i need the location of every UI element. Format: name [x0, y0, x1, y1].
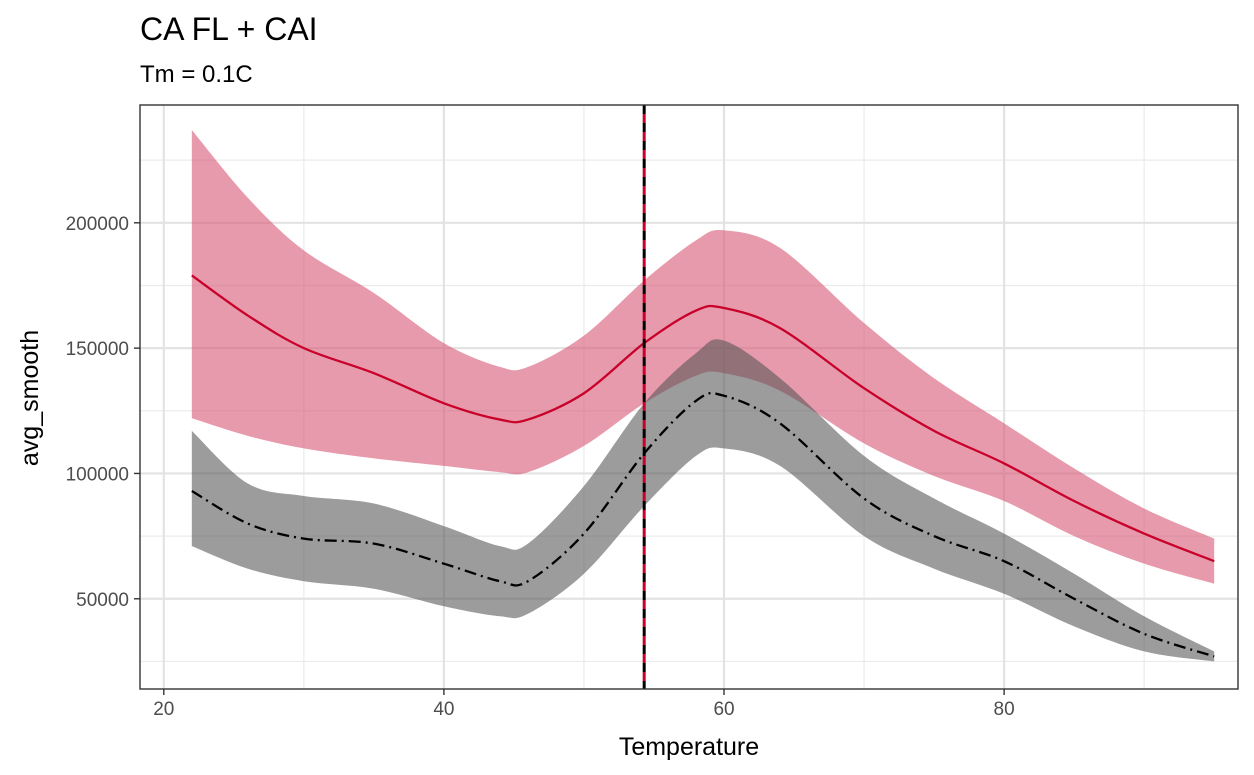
panel-border [139, 104, 1239, 690]
x-tick-label: 80 [994, 699, 1015, 720]
x-axis-title: Temperature [619, 733, 759, 761]
y-tick-label: 50000 [76, 590, 129, 611]
y-tick-label: 100000 [66, 464, 129, 485]
x-tick-label: 20 [153, 699, 174, 720]
y-tick-label: 200000 [66, 214, 129, 235]
y-tick-label: 150000 [66, 339, 129, 360]
chart-title: CA FL + CAI [140, 11, 318, 47]
series-2-line [191, 391, 1215, 658]
chart-subtitle: Tm = 0.1C [140, 61, 253, 88]
y-axis-title: avg_smooth [16, 330, 44, 466]
series-1-line [191, 274, 1215, 563]
series-2-band [191, 339, 1215, 662]
plot-area: 20 40 60 80 50000 100000 150000 200000 [66, 104, 1239, 720]
x-tick-label: 60 [713, 699, 734, 720]
x-tick-label: 40 [433, 699, 454, 720]
